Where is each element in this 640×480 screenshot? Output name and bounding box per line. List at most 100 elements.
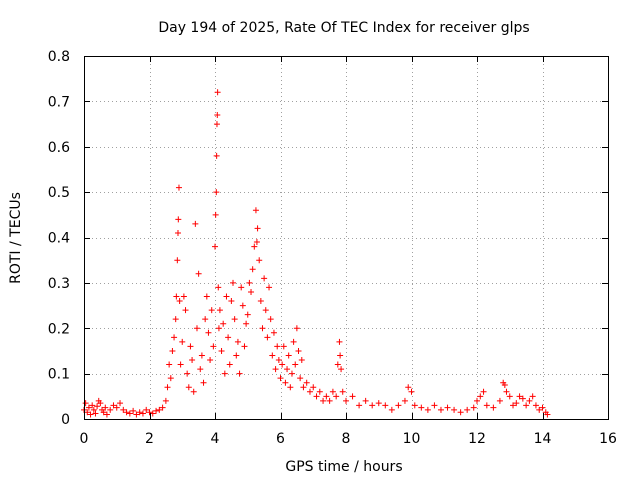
data-point	[490, 404, 497, 411]
data-point	[184, 370, 191, 377]
plot-area-frame	[84, 56, 609, 420]
data-point	[84, 409, 91, 416]
data-point	[107, 406, 114, 413]
data-point	[123, 409, 130, 416]
data-point	[92, 410, 99, 417]
data-point	[431, 402, 438, 409]
data-point	[303, 379, 310, 386]
x-axis-label: GPS time / hours	[285, 459, 402, 475]
data-point	[544, 411, 551, 418]
data-point	[252, 207, 259, 214]
data-point	[164, 384, 171, 391]
data-point	[532, 402, 539, 409]
x-tick-label: 0	[80, 431, 89, 447]
data-points	[81, 89, 551, 418]
data-point	[539, 404, 546, 411]
data-point	[529, 393, 536, 400]
y-tick-label: 0.8	[48, 49, 70, 65]
data-point	[526, 397, 533, 404]
data-point	[290, 338, 297, 345]
data-point	[238, 284, 245, 291]
data-point	[375, 400, 382, 407]
data-point	[292, 361, 299, 368]
data-point	[510, 402, 517, 409]
data-point	[179, 338, 186, 345]
data-point	[356, 402, 363, 409]
y-tick-label: 0	[61, 412, 70, 428]
x-tick-label: 10	[403, 431, 421, 447]
data-point	[212, 211, 219, 218]
data-point	[382, 402, 389, 409]
data-point	[437, 406, 444, 413]
x-tick-label: 2	[145, 431, 154, 447]
data-point	[225, 334, 232, 341]
axis-ticks: 0 2 4 6 8 10 12 14 16 0 0.1 0.2 0.3 0.4 0.5 0.6 0.7 0.8	[48, 49, 617, 447]
y-tick-label: 0.7	[48, 94, 70, 110]
data-point	[136, 409, 143, 416]
data-point	[274, 343, 281, 350]
data-point	[282, 379, 289, 386]
data-point	[470, 404, 477, 411]
data-point	[177, 361, 184, 368]
data-point	[208, 307, 215, 314]
data-point	[284, 366, 291, 373]
data-point	[295, 347, 302, 354]
data-point	[214, 111, 221, 118]
data-point	[133, 411, 140, 418]
data-point	[146, 409, 153, 416]
y-tick-label: 0.3	[48, 276, 70, 292]
data-point	[253, 239, 260, 246]
data-point	[298, 357, 305, 364]
data-point	[185, 384, 192, 391]
data-point	[457, 409, 464, 416]
data-point	[246, 279, 253, 286]
data-point	[256, 257, 263, 264]
x-tick-label: 14	[534, 431, 552, 447]
data-point	[269, 352, 276, 359]
data-point	[100, 409, 107, 416]
data-point	[408, 388, 415, 395]
data-point	[369, 402, 376, 409]
data-point	[262, 307, 269, 314]
data-point	[254, 225, 261, 232]
data-point	[248, 288, 255, 295]
data-point	[173, 293, 180, 300]
data-point	[306, 388, 313, 395]
data-point	[90, 406, 97, 413]
data-point	[192, 220, 199, 227]
data-point	[175, 216, 182, 223]
data-point	[214, 89, 221, 96]
data-point	[424, 406, 431, 413]
data-point	[174, 257, 181, 264]
data-point	[126, 410, 133, 417]
data-point	[205, 329, 212, 336]
data-point	[239, 302, 246, 309]
data-point	[213, 189, 220, 196]
data-point	[395, 402, 402, 409]
data-point	[130, 407, 137, 414]
data-point	[279, 361, 286, 368]
data-point	[102, 404, 109, 411]
data-point	[251, 243, 258, 250]
data-point	[236, 370, 243, 377]
data-point	[113, 404, 120, 411]
x-tick-label: 6	[276, 431, 285, 447]
data-point	[338, 366, 345, 373]
data-point	[362, 397, 369, 404]
data-point	[210, 343, 217, 350]
data-point	[190, 388, 197, 395]
data-point	[223, 293, 230, 300]
data-point	[418, 404, 425, 411]
data-point	[226, 361, 233, 368]
data-point	[474, 397, 480, 404]
data-point	[212, 243, 218, 250]
data-point	[483, 402, 490, 409]
data-point	[82, 400, 89, 407]
chart-title: Day 194 of 2025, Rate Of TEC Index for r…	[158, 20, 529, 36]
data-point	[169, 347, 176, 354]
data-point	[198, 352, 205, 359]
data-point	[516, 393, 523, 400]
data-point	[103, 411, 110, 418]
data-point	[195, 270, 202, 277]
